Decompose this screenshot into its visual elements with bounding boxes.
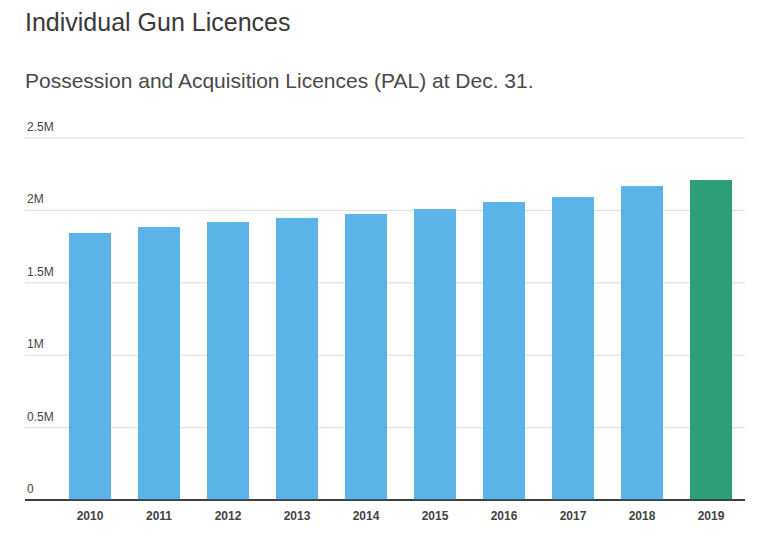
grid-line [25, 499, 745, 501]
x-tick-label: 2015 [422, 509, 449, 523]
x-tick-label: 2019 [698, 509, 725, 523]
x-tick-label: 2016 [491, 509, 518, 523]
bar [690, 180, 732, 500]
x-axis-line [25, 499, 745, 501]
x-tick-label: 2010 [77, 509, 104, 523]
bar [207, 222, 249, 500]
x-tick-label: 2013 [284, 509, 311, 523]
chart: Individual Gun Licences Possession and Ac… [0, 0, 769, 541]
bar [621, 186, 663, 500]
bar [552, 197, 594, 500]
bar [69, 233, 111, 500]
chart-container: Individual Gun Licences Possession and Ac… [0, 0, 769, 541]
subtitle: Possession and Acquisition Licences (PAL… [25, 69, 534, 92]
x-tick-label: 2017 [560, 509, 587, 523]
y-tick-label: 1.5M [27, 265, 54, 279]
x-tick-label: 2014 [353, 509, 380, 523]
y-tick-label: 0.5M [27, 410, 54, 424]
title: Individual Gun Licences [25, 8, 290, 36]
bar [276, 218, 318, 500]
bar [345, 214, 387, 500]
y-tick-label: 2.5M [27, 120, 54, 134]
x-tick-label: 2011 [146, 509, 172, 523]
grid [25, 138, 745, 500]
bars [69, 180, 732, 500]
x-tick-label: 2018 [629, 509, 656, 523]
grid-line [25, 138, 745, 139]
bar [483, 202, 525, 500]
y-tick-label: 1M [27, 337, 44, 351]
y-tick-label: 0 [27, 482, 34, 496]
bar [138, 227, 180, 500]
y-tick-label: 2M [27, 192, 44, 206]
x-tick-label: 2012 [215, 509, 242, 523]
bar [414, 209, 456, 500]
